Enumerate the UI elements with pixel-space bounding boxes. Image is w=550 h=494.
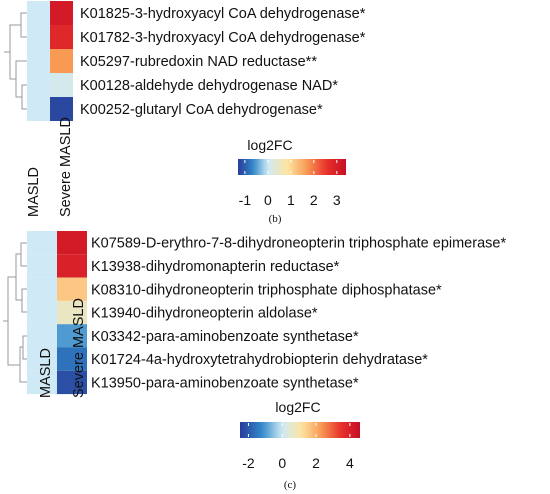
- heatmap-c-row-label: K13950-para-aminobenzoate synthetase*: [91, 375, 359, 391]
- heatmap-c-cells: [27, 231, 87, 395]
- heatmap-b-cell: [27, 97, 50, 121]
- legend-c-colorbar: [240, 422, 360, 438]
- heatmap-b-cell: [50, 73, 73, 97]
- heatmap-b-cells: [27, 1, 73, 121]
- legend-b-title: log2FC: [247, 137, 292, 153]
- heatmap-c-column-label: MASLD: [38, 348, 54, 398]
- heatmap-b-cell: [50, 25, 73, 49]
- heatmap-c-row-labels: K07589-D-erythro-7-8-dihydroneopterin tr…: [91, 236, 506, 392]
- heatmap-b-column-label: Severe MASLD: [58, 117, 74, 217]
- heatmap-b-cell: [50, 1, 73, 25]
- legend-c: log2FC -2 0 2 4: [240, 399, 360, 471]
- legend-b-tick-label: 1: [287, 192, 295, 208]
- heatmap-c-row-label: K01724-4a-hydroxytetrahydrobiopterin deh…: [91, 352, 428, 368]
- panel-b: K01825-3-hydroxyacyl CoA dehydrogenase* K…: [4, 1, 366, 225]
- legend-c-title: log2FC: [275, 399, 320, 415]
- legend-c-tick-label: 2: [312, 455, 320, 471]
- heatmap-c-cell: [27, 254, 57, 278]
- legend-c-tick-label: 4: [346, 455, 354, 471]
- legend-b-ticks: -1 0 1 2 3: [239, 160, 341, 208]
- heatmap-c-cell: [57, 254, 87, 278]
- heatmap-c-column-label: Severe MASLD: [71, 298, 87, 398]
- heatmap-c-row-label: K13938-dihydromonapterin reductase*: [91, 259, 340, 275]
- heatmap-b-row-label: K01782-3-hydroxyacyl CoA dehydrogenase*: [80, 30, 366, 46]
- heatmap-c-cell: [27, 324, 57, 348]
- legend-b: log2FC -1 0 1 2 3: [238, 137, 346, 208]
- heatmap-c-cell: [57, 277, 87, 301]
- heatmap-b-cell: [27, 25, 50, 49]
- legend-b-tick-label: 0: [264, 192, 272, 208]
- legend-c-ticks: -2 0 2 4: [242, 423, 354, 471]
- heatmap-b-row-label: K01825-3-hydroxyacyl CoA dehydrogenase*: [80, 6, 366, 22]
- heatmap-b-cell: [50, 97, 73, 121]
- heatmap-b-column-labels: MASLD Severe MASLD: [26, 117, 74, 217]
- heatmap-b-cell: [27, 49, 50, 73]
- heatmap-b-row-label: K05297-rubredoxin NAD reductase**: [80, 54, 317, 70]
- heatmap-c-row-label: K07589-D-erythro-7-8-dihydroneopterin tr…: [91, 236, 506, 252]
- heatmap-b-cell: [50, 49, 73, 73]
- heatmap-c-cell: [57, 370, 87, 395]
- heatmap-c-cell: [57, 231, 87, 255]
- heatmap-c-row-label: K03342-para-aminobenzoate synthetase*: [91, 329, 359, 345]
- heatmap-b-dendrogram: [4, 12, 27, 110]
- panel-c: K07589-D-erythro-7-8-dihydroneopterin tr…: [3, 231, 506, 491]
- legend-b-tick-label: 3: [333, 192, 341, 208]
- heatmap-b-column-label: MASLD: [26, 167, 42, 217]
- legend-b-tick-label: -1: [239, 192, 252, 208]
- heatmap-c-row-label: K08310-dihydroneopterin triphosphate dip…: [91, 282, 442, 298]
- panel-b-label: (b): [269, 213, 282, 225]
- legend-b-tick-label: 2: [310, 192, 318, 208]
- legend-c-tick-label: -2: [242, 455, 255, 471]
- heatmap-b-cell: [27, 1, 50, 25]
- heatmap-c-cell: [27, 347, 57, 371]
- heatmap-c-dendrogram: [3, 242, 27, 383]
- heatmap-c-cell: [57, 347, 87, 371]
- heatmap-c-row-label: K13940-dihydroneopterin aldolase*: [91, 306, 318, 322]
- heatmap-c-cell: [27, 370, 57, 395]
- heatmap-c-cell: [57, 324, 87, 348]
- heatmap-c-cell: [57, 300, 87, 325]
- heatmap-c-cell: [27, 300, 57, 325]
- heatmap-c-column-labels: MASLD Severe MASLD: [38, 298, 87, 398]
- panel-c-label: (c): [284, 479, 297, 491]
- heatmap-c-cell: [27, 231, 57, 255]
- heatmap-b-row-label: K00252-glutaryl CoA dehydrogenase*: [80, 102, 323, 118]
- heatmap-b-row-labels: K01825-3-hydroxyacyl CoA dehydrogenase* K…: [80, 6, 366, 118]
- heatmap-b-cell: [27, 73, 50, 97]
- heatmap-c-cell: [27, 277, 57, 301]
- legend-b-colorbar: [238, 159, 346, 175]
- heatmap-b-row-label: K00128-aldehyde dehydrogenase NAD*: [80, 78, 338, 94]
- legend-c-tick-label: 0: [278, 455, 286, 471]
